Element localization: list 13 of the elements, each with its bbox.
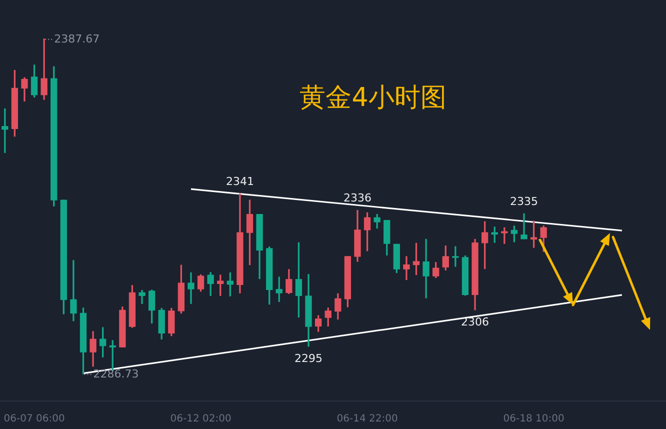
text: 黄金4小时图 [298, 82, 448, 115]
x-tick-label: 06-14 22:00 [336, 414, 398, 425]
annotation: 2286.73 [93, 368, 139, 381]
annotation: 2341 [226, 175, 254, 188]
x-tick-label: 06-07 06:00 [4, 414, 65, 425]
x-tick-label: 06-12 02:00 [170, 414, 232, 425]
annotation: 2306 [461, 315, 490, 328]
x-tick-label: 06-18 10:00 [503, 414, 564, 425]
candlestick [452, 246, 459, 267]
annotation: 2295 [294, 352, 323, 365]
annotation: 2336 [343, 192, 372, 205]
annotation: 2387.67 [54, 32, 100, 46]
annotation: 2335 [510, 195, 538, 208]
